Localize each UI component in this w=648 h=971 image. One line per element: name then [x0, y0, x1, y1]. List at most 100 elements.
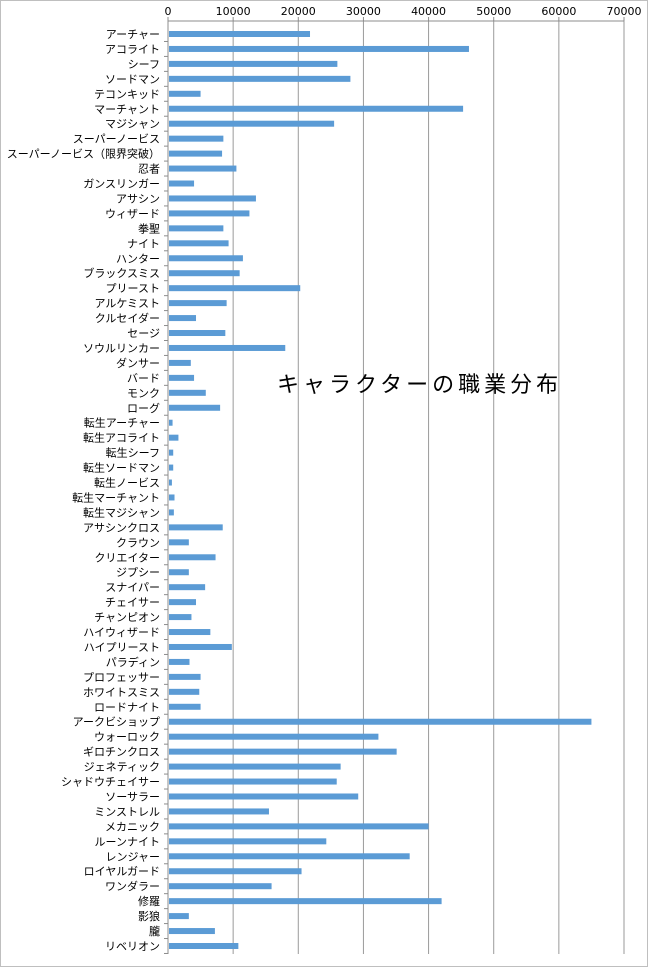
bar [169, 389, 206, 396]
category-label: 拳聖 [138, 221, 160, 235]
category-label: ソードマン [105, 73, 160, 86]
x-tick-label: 0 [165, 5, 172, 18]
bar [169, 539, 189, 546]
category-label: アークビショップ [73, 716, 160, 729]
bar [169, 733, 379, 740]
category-label: スナイパー [105, 581, 160, 594]
x-axis-ticks: 0 10000 20000 30000 40000 50000 60000 70000 [165, 5, 642, 22]
bar [169, 90, 201, 97]
category-label: クルセイダー [95, 311, 160, 325]
bar [169, 853, 410, 860]
category-label: 影狼 [138, 909, 160, 923]
bar [169, 703, 201, 710]
x-tick-label: 20000 [281, 5, 316, 18]
bar [169, 883, 272, 890]
category-label: 転生ノービス [94, 476, 160, 490]
bar [169, 374, 195, 381]
category-label: シャドウチェイサー [61, 776, 160, 789]
category-label: ワンダラー [105, 879, 160, 893]
category-label: シーフ [128, 58, 160, 71]
category-label: マジシャン [105, 118, 160, 131]
bar [169, 270, 240, 277]
bar [169, 330, 226, 337]
category-label: ロイヤルガード [84, 865, 160, 878]
bar [169, 75, 351, 82]
bar [169, 150, 223, 157]
category-label: ソーサラー [105, 790, 160, 803]
bar [169, 643, 232, 650]
category-label: ローグ [127, 401, 160, 415]
bar [169, 344, 286, 351]
category-label: 転生ソードマン [83, 461, 160, 475]
bar [169, 928, 215, 935]
bar [169, 763, 341, 770]
category-label: ウォーロック [94, 731, 160, 744]
bar [169, 434, 179, 441]
category-label: チェイサー [105, 596, 160, 609]
bar [169, 419, 173, 426]
category-label: アーチャー [106, 28, 160, 41]
bar [169, 300, 227, 307]
bar [169, 165, 237, 172]
category-label: アサシンクロス [83, 521, 160, 534]
bar [169, 793, 359, 800]
bar [169, 838, 327, 845]
bar [169, 45, 469, 52]
bar [169, 285, 301, 292]
category-label: スーパーノービス [73, 133, 160, 146]
bar [169, 584, 206, 591]
category-label: ホワイトスミス [83, 686, 160, 699]
bar [169, 614, 192, 621]
bar [169, 509, 174, 516]
category-label: ジェネティック [84, 761, 160, 774]
category-label: ルーンナイト [95, 835, 160, 848]
category-label: 忍者 [138, 163, 160, 176]
bar [169, 31, 311, 37]
bar [169, 135, 224, 142]
category-label: ハンター [116, 252, 160, 265]
bar [169, 748, 397, 755]
category-label: ダンサー [116, 356, 160, 370]
bar [169, 210, 250, 217]
category-label: クラウン [116, 536, 160, 549]
category-label: 転生マジシャン [83, 505, 160, 519]
category-label: ナイト [127, 237, 160, 250]
category-labels: アーチャーアコライトシーフソードマンテコンキッドマーチャントマジシャンスーパーノ… [7, 28, 168, 954]
bar [169, 673, 201, 680]
category-label: ハイウィザード [83, 626, 160, 639]
bar [169, 868, 302, 875]
x-tick-label: 10000 [216, 5, 251, 18]
category-label: ロードナイト [94, 701, 160, 714]
bar [169, 823, 429, 830]
category-label: ハイプリースト [84, 641, 160, 654]
category-label: マーチャント [94, 103, 160, 116]
bar [169, 60, 338, 67]
x-tick-label: 40000 [411, 5, 446, 18]
gridlines [167, 21, 625, 954]
category-label: メカニック [105, 820, 160, 833]
category-label: ソウルリンカー [83, 342, 160, 355]
category-label: バード [127, 372, 160, 385]
bar [169, 479, 172, 486]
bar [169, 524, 223, 531]
category-label: プロフェッサー [83, 671, 160, 684]
category-label: 転生アコライト [83, 431, 160, 445]
category-label: ミンストレル [94, 805, 160, 818]
bar [169, 240, 229, 247]
x-tick-label: 60000 [541, 5, 576, 18]
x-tick-label: 50000 [476, 5, 511, 18]
bar [169, 180, 195, 187]
bar [169, 225, 224, 232]
bar [169, 404, 221, 411]
bars [169, 31, 592, 949]
category-label: アルケミスト [94, 297, 160, 310]
bar [169, 913, 189, 920]
category-label: 転生シーフ [106, 446, 160, 460]
category-label: レンジャー [106, 850, 160, 863]
category-label: ウィザード [105, 207, 160, 220]
category-label: リベリオン [105, 940, 160, 953]
bar [169, 255, 243, 262]
bar [169, 569, 189, 576]
